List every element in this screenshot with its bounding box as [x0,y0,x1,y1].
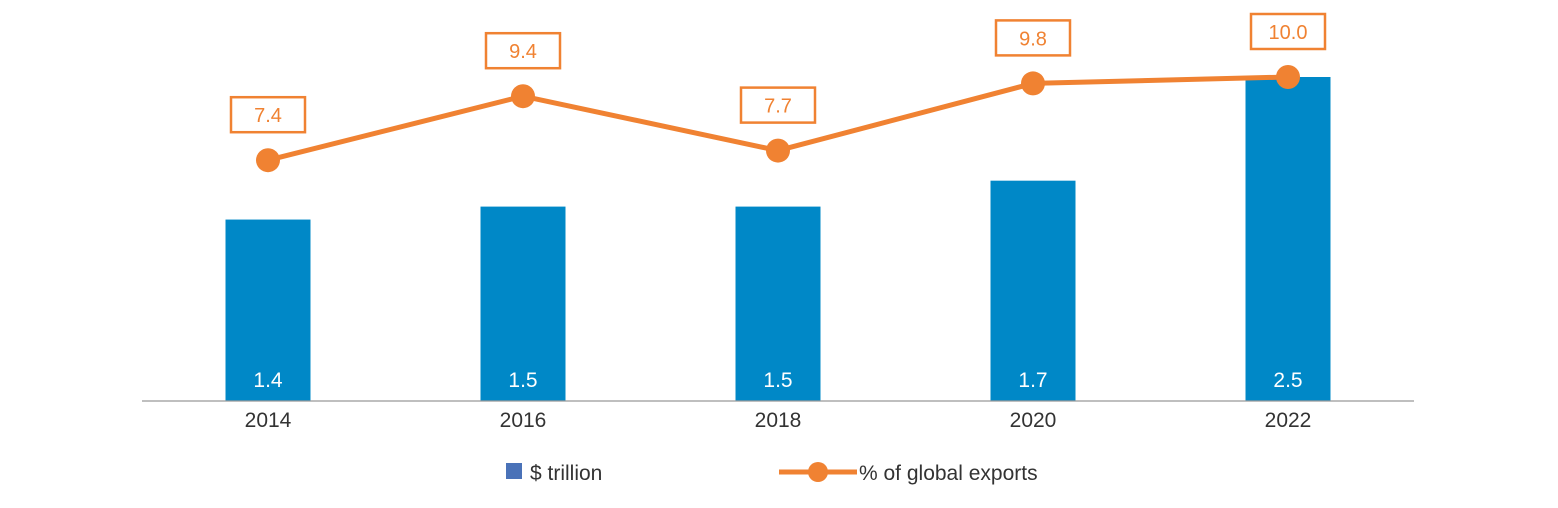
line-point [766,138,790,163]
legend: $ trillion % of global exports [506,462,1038,485]
line-value-label-box [229,95,307,134]
bar-series [225,77,1331,401]
bar-value-label: 1.4 [253,369,283,392]
bar [480,206,566,401]
line-point [1276,65,1300,89]
legend-line-marker [808,462,828,482]
bar-value-labels: 1.4 1.5 1.5 1.7 2.5 [253,369,1302,392]
line-value-label-text: 7.4 [254,105,282,127]
bar-value-label: 2.5 [1273,369,1302,392]
line-point [256,148,280,173]
line-value-label: 10.0 [1249,12,1327,51]
line-point [511,84,535,109]
x-axis-ticks: 2014 2016 2018 2020 2022 [245,409,1312,432]
line-value-label: 9.8 [994,19,1072,57]
bar-value-label: 1.7 [1018,369,1047,392]
bar [225,219,311,401]
line-points [256,65,1300,173]
line-value-label-box [994,19,1072,57]
bar [1245,77,1331,401]
line-value-label: 7.4 [229,95,307,134]
bar [735,206,821,401]
legend-bar-label: $ trillion [530,462,602,485]
line-value-label: 9.4 [484,31,562,70]
x-tick-label: 2020 [1010,409,1057,432]
x-tick-label: 2018 [755,409,802,432]
bar-value-label: 1.5 [763,369,792,392]
line-value-label: 7.7 [739,86,817,124]
line-value-label-box [484,31,562,70]
line-value-label-box [1249,12,1327,51]
legend-bar-swatch [506,463,522,479]
line-value-label-text: 9.4 [509,41,537,63]
bar-value-label: 1.5 [508,369,537,392]
line-value-label-text: 9.8 [1019,28,1047,50]
bar [990,180,1076,401]
x-tick-label: 2022 [1265,409,1312,432]
x-tick-label: 2016 [500,409,547,432]
line-value-label-box [739,86,817,124]
line-value-label-text: 7.7 [764,96,792,118]
line-point [1021,71,1045,96]
line-value-labels: 7.4 9.4 7.7 9.8 10.0 [229,12,1327,134]
x-tick-label: 2014 [245,409,292,432]
legend-line-label: % of global exports [859,462,1038,485]
line-value-label-text: 10.0 [1269,22,1308,44]
